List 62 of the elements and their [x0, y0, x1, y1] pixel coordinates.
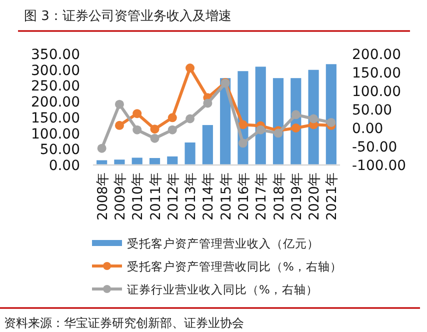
x-tick-label: 2010年	[130, 172, 146, 220]
point	[291, 110, 300, 120]
x-tick-label: 2019年	[288, 172, 305, 220]
point	[150, 124, 160, 134]
y-tick-label: 150.00	[31, 110, 80, 126]
point	[132, 109, 142, 118]
x-tick-label: 2017年	[254, 172, 270, 220]
point	[238, 138, 248, 148]
x-tick-label: 2008年	[94, 172, 111, 220]
point	[114, 100, 124, 109]
bar	[132, 158, 142, 165]
legend-label: 受托客户资产管理营业收入（亿元）	[127, 236, 319, 250]
y2-tick-label: 200.00	[352, 47, 401, 63]
x-tick-label: 2014年	[200, 172, 217, 220]
x-tick-label: 2009年	[112, 172, 128, 220]
y-tick-label: 0.00	[48, 158, 80, 174]
point	[256, 125, 266, 134]
x-tick-label: 2012年	[165, 172, 182, 220]
bar	[167, 156, 178, 165]
point	[291, 124, 300, 132]
text: 资料来源：华宝证券研究创新部、证券业协会	[4, 316, 244, 330]
point	[132, 125, 142, 134]
point	[274, 128, 283, 138]
point	[114, 120, 124, 130]
bar	[96, 160, 108, 165]
x-tick-label: 2020年	[306, 172, 323, 220]
y2-tick-label: 150.00	[352, 66, 401, 82]
point	[150, 134, 160, 143]
point	[168, 113, 177, 122]
legend-label: 证券行业营业收入同比（%，右轴）	[127, 282, 318, 296]
title: 图 3：证券公司资管业务收入及增速	[24, 9, 232, 24]
x-tick-label: 2018年	[271, 172, 288, 220]
x-tick-label: 2016年	[236, 172, 252, 220]
y-tick-label: 100.00	[31, 126, 80, 142]
y2-tick-label: 50.00	[352, 102, 392, 118]
y2-tick-label: -50.00	[352, 140, 398, 156]
point	[203, 98, 212, 108]
point	[309, 114, 318, 124]
bar	[184, 142, 196, 165]
point	[97, 144, 106, 153]
bar	[326, 64, 336, 165]
y-tick-label: 250.00	[31, 78, 80, 95]
y-tick-label: 300.00	[31, 62, 80, 79]
x-tick-label: 2011年	[148, 172, 164, 220]
bar	[202, 125, 213, 165]
y-tick-label: 200.00	[31, 94, 80, 111]
point	[238, 120, 248, 130]
point	[186, 64, 195, 73]
point	[186, 114, 195, 124]
x-tick-label: 2015年	[218, 172, 234, 220]
bar	[149, 158, 160, 165]
bar	[114, 160, 125, 165]
legend-label: 受托客户资产管理营收同比（%，右轴）	[127, 260, 342, 274]
y2-tick-label: 0.00	[352, 121, 384, 137]
point	[326, 118, 336, 127]
y2-tick-label: 100.00	[352, 84, 401, 100]
x-tick-label: 2013年	[183, 172, 200, 220]
y-tick-label: 50.00	[40, 142, 80, 158]
y-tick-label: 350.00	[31, 47, 80, 63]
y2-tick-label: -100.00	[352, 158, 406, 174]
x-tick-label: 2021年	[324, 172, 340, 220]
point	[168, 125, 177, 134]
